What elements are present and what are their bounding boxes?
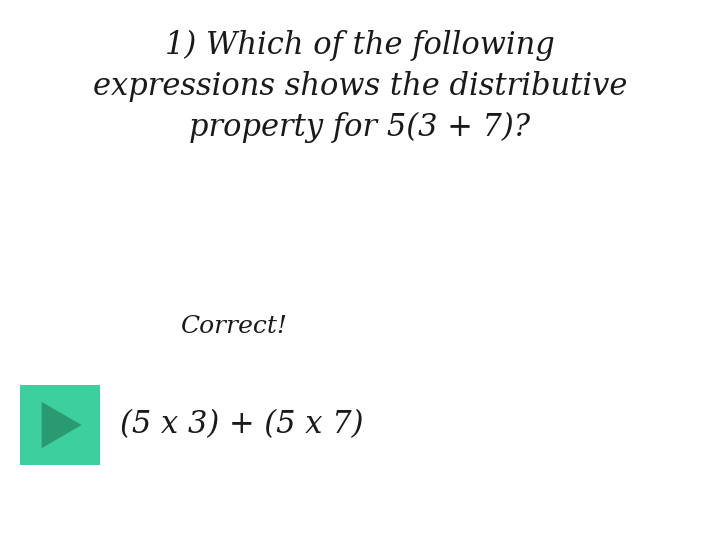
Text: (5 x 3) + (5 x 7): (5 x 3) + (5 x 7) <box>120 409 364 441</box>
Polygon shape <box>42 402 81 448</box>
Text: 1) Which of the following
expressions shows the distributive
property for 5(3 + : 1) Which of the following expressions sh… <box>93 30 627 143</box>
Text: Correct!: Correct! <box>180 315 287 338</box>
Bar <box>20 385 100 465</box>
